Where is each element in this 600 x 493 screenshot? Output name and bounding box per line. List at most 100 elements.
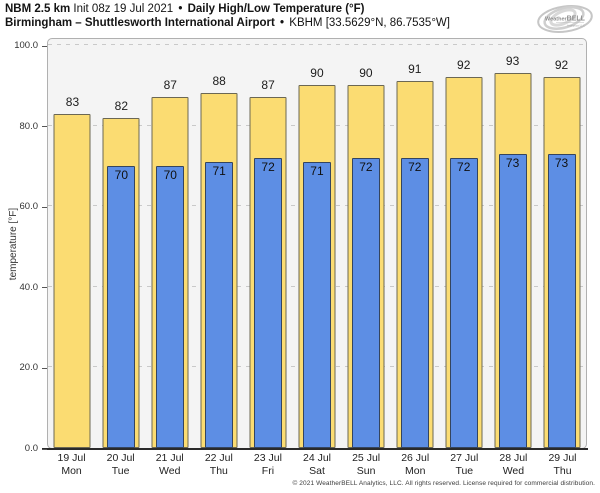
x-tick-label: 26 Jul Mon bbox=[391, 452, 440, 478]
y-tick-label: 20.0 bbox=[19, 362, 39, 374]
x-tick-label: 28 Jul Wed bbox=[489, 452, 538, 478]
high-temp-value: 91 bbox=[408, 62, 422, 77]
y-tick-label: 0.0 bbox=[24, 443, 38, 454]
gridline-100 bbox=[48, 44, 586, 45]
x-tick-label: 21 Jul Wed bbox=[145, 452, 194, 478]
x-axis-line bbox=[42, 447, 588, 450]
x-tick-day: Thu bbox=[209, 465, 228, 477]
high-temp-value: 92 bbox=[457, 58, 471, 73]
x-tick-label: 20 Jul Tue bbox=[96, 452, 145, 478]
low-temp-bar: 73 bbox=[547, 153, 576, 448]
x-tick-date: 27 Jul bbox=[450, 452, 479, 464]
day-slot-19-jul: 83 bbox=[48, 39, 97, 448]
y-tick-label: 60.0 bbox=[19, 201, 39, 213]
day-slot-29-jul: 92 73 bbox=[537, 39, 586, 448]
x-tick-day: Wed bbox=[159, 465, 181, 477]
low-temp-bar: 70 bbox=[156, 165, 185, 448]
y-tick-label: 40.0 bbox=[19, 281, 39, 293]
low-temp-value: 70 bbox=[163, 167, 177, 182]
station-id: KBHM [33.5629°N, 86.7535°W] bbox=[289, 17, 450, 29]
x-tick-date: 29 Jul bbox=[548, 452, 577, 464]
low-temp-value: 73 bbox=[505, 155, 520, 170]
init-time: Init 08z 19 Jul 2021 bbox=[73, 3, 174, 15]
low-temp-value: 71 bbox=[310, 163, 324, 178]
x-tick-day: Tue bbox=[111, 465, 130, 477]
high-temp-value: 93 bbox=[505, 54, 520, 69]
x-tick-day: Fri bbox=[261, 465, 275, 477]
low-temp-value: 71 bbox=[212, 163, 226, 178]
low-temp-bar: 71 bbox=[205, 161, 234, 448]
location-name: Birmingham – Shuttlesworth International… bbox=[5, 17, 275, 29]
y-tick-mark bbox=[42, 45, 47, 47]
day-slot-24-jul: 90 71 bbox=[293, 39, 342, 448]
subtitle-line: Birmingham – Shuttlesworth International… bbox=[5, 16, 450, 30]
y-tick-mark bbox=[42, 287, 47, 289]
x-tick-day: Mon bbox=[404, 465, 426, 477]
low-temp-bar: 72 bbox=[400, 157, 429, 448]
high-temp-value: 92 bbox=[554, 58, 569, 73]
x-tick-label: 27 Jul Tue bbox=[440, 452, 489, 478]
x-tick-label: 22 Jul Thu bbox=[194, 452, 243, 478]
x-tick-date: 25 Jul bbox=[352, 452, 381, 464]
low-temp-bar: 70 bbox=[107, 165, 136, 448]
low-temp-bar: 72 bbox=[449, 157, 478, 448]
low-temp-value: 72 bbox=[261, 159, 275, 174]
high-temp-value: 90 bbox=[310, 66, 324, 81]
title-line: NBM 2.5 km Init 08z 19 Jul 2021 • Daily … bbox=[5, 2, 450, 16]
low-temp-value: 73 bbox=[554, 155, 569, 170]
day-slot-26-jul: 91 72 bbox=[390, 39, 439, 448]
high-temp-value: 87 bbox=[261, 78, 275, 93]
x-tick-day: Thu bbox=[553, 465, 572, 477]
logo-subtext: Analytics LLC bbox=[567, 24, 586, 28]
day-slot-20-jul: 82 70 bbox=[97, 39, 146, 448]
day-slot-28-jul: 93 73 bbox=[488, 39, 537, 448]
low-temp-bar: 72 bbox=[351, 157, 380, 448]
x-tick-label: 24 Jul Sat bbox=[292, 452, 341, 478]
day-slot-21-jul: 87 70 bbox=[146, 39, 195, 448]
low-temp-value: 72 bbox=[408, 159, 422, 174]
x-tick-date: 19 Jul bbox=[57, 452, 86, 464]
day-slot-22-jul: 88 71 bbox=[195, 39, 244, 448]
x-tick-day: Wed bbox=[502, 465, 525, 477]
swirl-logo-icon: WeatherBELL Analytics LLC bbox=[537, 5, 593, 33]
low-temp-bar: 73 bbox=[498, 153, 527, 448]
high-temp-value: 82 bbox=[114, 98, 129, 113]
x-tick-date: 28 Jul bbox=[499, 452, 528, 464]
low-temp-bar: 72 bbox=[254, 157, 283, 448]
model-name: NBM 2.5 km bbox=[5, 3, 71, 15]
y-tick-label: 100.0 bbox=[14, 40, 38, 51]
bullet-separator: • bbox=[280, 17, 285, 29]
day-slot-25-jul: 90 72 bbox=[341, 39, 390, 448]
x-tick-label: 19 Jul Mon bbox=[47, 452, 96, 478]
low-temp-value: 70 bbox=[114, 167, 129, 182]
x-tick-label: 25 Jul Sun bbox=[342, 452, 391, 478]
x-tick-label: 29 Jul Thu bbox=[538, 452, 587, 478]
high-temp-value: 88 bbox=[212, 74, 226, 89]
high-temp-bar bbox=[53, 113, 91, 448]
x-tick-day: Tue bbox=[455, 465, 474, 477]
x-tick-date: 20 Jul bbox=[106, 452, 135, 464]
x-tick-label: 23 Jul Fri bbox=[243, 452, 292, 478]
y-tick-mark bbox=[42, 206, 47, 208]
high-temp-value: 90 bbox=[359, 66, 373, 81]
weatherbell-logo: WeatherBELL Analytics LLC bbox=[536, 3, 594, 35]
logo-text: WeatherBELL bbox=[545, 16, 586, 23]
y-tick-mark bbox=[42, 448, 47, 450]
day-slot-23-jul: 87 72 bbox=[244, 39, 293, 448]
high-temp-value: 83 bbox=[65, 94, 80, 109]
low-temp-bar: 71 bbox=[302, 161, 331, 448]
copyright-notice: © 2021 WeatherBELL Analytics, LLC. All r… bbox=[292, 480, 595, 487]
x-tick-day: Sun bbox=[356, 465, 376, 477]
chart-titles: NBM 2.5 km Init 08z 19 Jul 2021 • Daily … bbox=[5, 2, 450, 30]
bar-slots: 83 82 70 87 70 88 71 87 72 90 71 90 72 91 72 92 72 93 73 92… bbox=[48, 39, 586, 448]
y-tick-mark bbox=[42, 126, 47, 128]
x-tick-date: 22 Jul bbox=[204, 452, 233, 464]
y-tick-mark bbox=[42, 367, 47, 369]
x-tick-date: 24 Jul bbox=[303, 452, 332, 464]
y-tick-label: 80.0 bbox=[19, 120, 39, 132]
low-temp-value: 72 bbox=[359, 159, 373, 174]
x-axis-labels: 19 Jul Mon 20 Jul Tue 21 Jul Wed 22 Jul Thu 23 J… bbox=[47, 452, 587, 478]
day-slot-27-jul: 92 72 bbox=[439, 39, 488, 448]
high-temp-value: 87 bbox=[163, 78, 177, 93]
